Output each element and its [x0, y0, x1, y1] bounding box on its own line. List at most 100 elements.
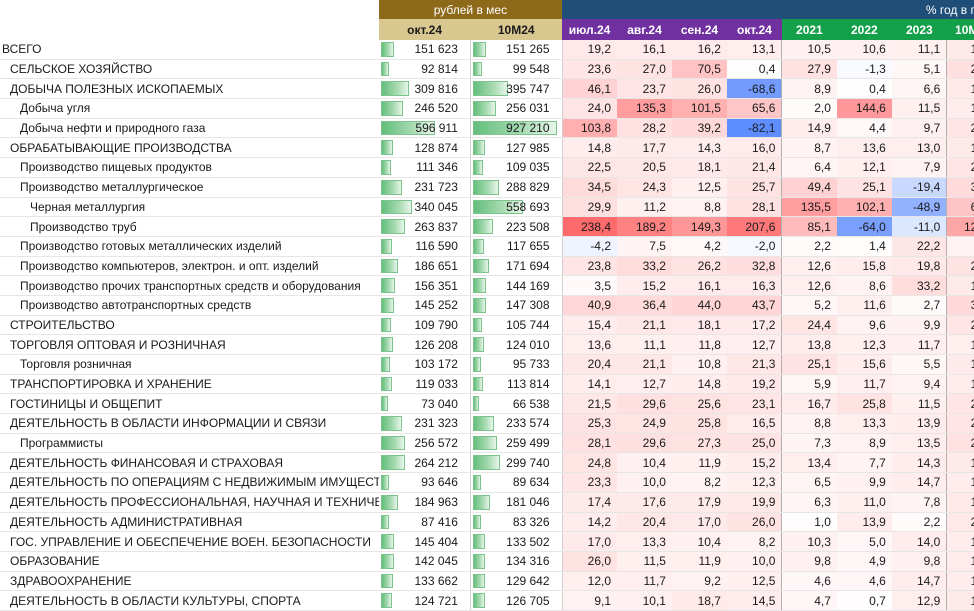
pct-cell: 4,7 [781, 590, 837, 611]
oct-value: 145 404 [414, 534, 458, 549]
oct-value-cell: 109 790 [378, 315, 471, 336]
pct-cell: 12,9 [891, 590, 947, 611]
pct-cell: 8,8 [671, 197, 727, 218]
pct-cell: 13,8 [781, 334, 837, 355]
pct-cell: 102,1 [836, 197, 892, 218]
header-col-oct: окт.24 [378, 19, 471, 40]
pct-cell: 0,4 [726, 59, 782, 80]
pct-cell: 4,4 [836, 118, 892, 139]
pct-cell: 20,4 [562, 354, 617, 375]
pct-cell: -68,6 [726, 78, 782, 100]
m10-value-cell: 134 316 [470, 551, 563, 572]
m10-value-cell: 127 985 [470, 137, 563, 159]
table-row: Добыча угля 246 520 256 031 24,0 135,3 101,5 6… [0, 98, 974, 119]
pct-cell: 21,1 [617, 354, 672, 375]
pct-cell: 10,1 [617, 590, 672, 611]
oct-value-cell: 263 837 [378, 216, 471, 237]
oct-value: 156 351 [414, 278, 458, 293]
pct-cell: 13,3 [836, 413, 892, 434]
pct-cell: 23,6 [562, 59, 617, 80]
m10-value: 105 744 [506, 317, 550, 332]
data-bar [472, 278, 486, 293]
pct-cell: 14,7 [891, 472, 947, 493]
m10-value: 95 733 [512, 357, 550, 372]
header-col-2021: 2021 [781, 19, 837, 40]
pct-cell: 17,7 [617, 137, 672, 159]
data-bar [472, 357, 481, 372]
pct-cell: 11,9 [671, 551, 727, 572]
data-bar [380, 475, 389, 490]
data-bar [380, 199, 412, 215]
m10-value-cell: 299 740 [470, 452, 563, 474]
pct-cell: 34,5 [562, 177, 617, 198]
oct-value-cell: 128 874 [378, 137, 471, 159]
pct-cell: 21,5 [562, 393, 617, 415]
table-row: Производство готовых металлических издел… [0, 236, 974, 257]
row-label: ДЕЯТЕЛЬНОСТЬ В ОБЛАСТИ КУЛЬТУРЫ, СПОРТА [0, 590, 379, 611]
pct-cell: 25,6 [671, 393, 727, 415]
data-bar [472, 494, 490, 510]
pct-cell: 10,6 [836, 40, 892, 60]
m10-value: 256 031 [506, 101, 550, 116]
pct-cell: 25,5 [946, 256, 974, 277]
pct-cell: 12,2 [946, 334, 974, 355]
pct-cell: -2,0 [726, 236, 782, 257]
pct-cell: 14,8 [562, 137, 617, 159]
pct-cell: 19,2 [726, 374, 782, 395]
m10-value: 117 655 [507, 239, 550, 254]
data-bar [472, 179, 499, 195]
pct-cell: 13,6 [836, 137, 892, 159]
pct-cell: 28,2 [617, 118, 672, 139]
pct-cell: 11,7 [617, 571, 672, 592]
table-row: ДЕЯТЕЛЬНОСТЬ ПРОФЕССИОНАЛЬНАЯ, НАУЧНАЯ И… [0, 492, 974, 513]
data-bar [472, 376, 483, 392]
oct-value: 340 045 [414, 199, 458, 214]
data-bar [472, 238, 484, 254]
table-row: Торговля розничная 103 172 95 733 20,4 21,1 1… [0, 354, 974, 375]
pct-cell: 70,5 [671, 59, 727, 80]
pct-cell: 1,0 [781, 512, 837, 533]
m10-value: 109 035 [506, 160, 550, 175]
data-bar [380, 278, 395, 293]
table-row: Производство пищевых продуктов 111 346 109… [0, 157, 974, 178]
row-label: ДЕЯТЕЛЬНОСТЬ ФИНАНСОВАЯ И СТРАХОВАЯ [0, 452, 379, 474]
pct-cell: 12,6 [781, 275, 837, 296]
oct-value-cell: 92 814 [378, 59, 471, 80]
pct-cell: 15,6 [836, 354, 892, 375]
pct-cell: 4,6 [781, 571, 837, 592]
pct-cell: 9,2 [671, 571, 727, 592]
pct-cell: 25,1 [836, 177, 892, 198]
pct-cell: 7,9 [891, 157, 947, 178]
pct-cell: -1,3 [836, 59, 892, 80]
pct-cell: 5,0 [836, 531, 892, 552]
row-label: Черная металлургия [0, 197, 379, 218]
oct-value: 231 323 [414, 416, 458, 431]
pct-cell: 23,3 [562, 472, 617, 493]
pct-cell: 9,8 [891, 551, 947, 572]
oct-value-cell: 145 404 [378, 531, 471, 552]
pct-cell: 11,5 [617, 551, 672, 572]
pct-cell: 103,8 [562, 118, 617, 139]
m10-value: 299 740 [506, 455, 550, 470]
header-col-2023: 2023 [891, 19, 947, 40]
data-bar [380, 514, 389, 530]
m10-value-cell: 99 548 [470, 59, 563, 80]
pct-cell: 65,6 [726, 98, 782, 119]
pct-cell: 3,5 [562, 275, 617, 296]
oct-value-cell: 186 651 [378, 256, 471, 277]
table-row: ДЕЯТЕЛЬНОСТЬ ФИНАНСОВАЯ И СТРАХОВАЯ 264 2… [0, 452, 974, 474]
data-bar [472, 120, 557, 136]
pct-cell: 23,1 [726, 393, 782, 415]
pct-cell: 29,9 [562, 197, 617, 218]
oct-value-cell: 231 723 [378, 177, 471, 198]
pct-cell: 49,4 [781, 177, 837, 198]
pct-cell: 9,7 [891, 118, 947, 139]
header-col-10m: 10M24 [470, 19, 563, 40]
m10-value-cell: 144 169 [470, 275, 563, 296]
oct-value: 596 911 [415, 121, 458, 136]
pct-cell: 33,2 [891, 275, 947, 296]
pct-cell: 21,4 [726, 157, 782, 178]
pct-cell: 14,2 [946, 472, 974, 493]
table-row: Производство прочих транспортных средств… [0, 275, 974, 296]
pct-cell: 10,4 [617, 452, 672, 474]
